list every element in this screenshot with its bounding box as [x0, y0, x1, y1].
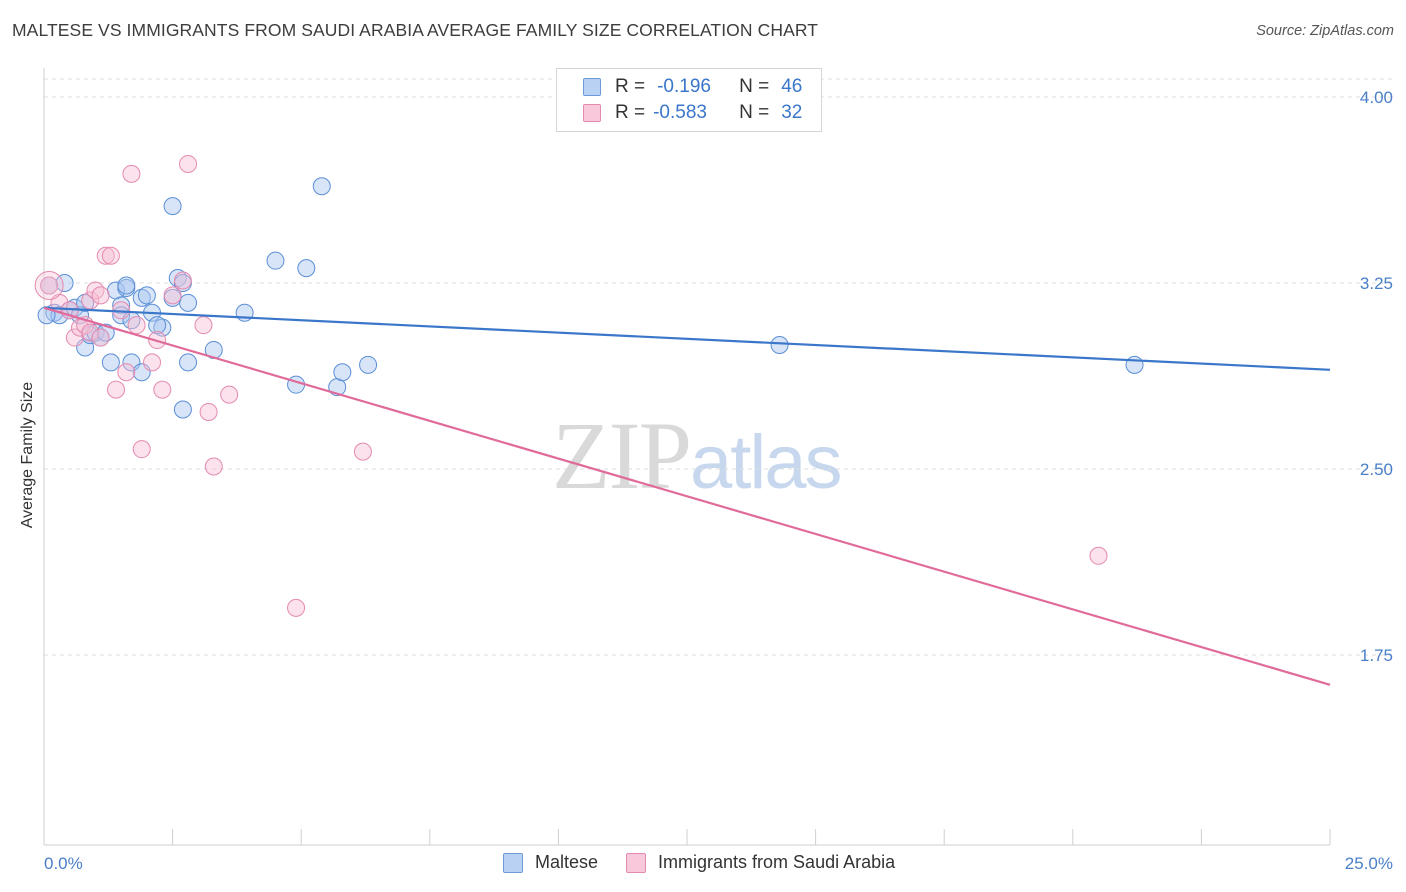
legend-r-key: R = — [615, 102, 646, 123]
maltese-point — [76, 293, 95, 312]
maltese-point — [117, 276, 136, 295]
saudi-point — [101, 246, 120, 265]
saudi-point — [179, 154, 198, 173]
saudi-point — [287, 598, 306, 617]
x-tick-label: 0.0% — [44, 854, 83, 873]
maltese-point — [137, 286, 156, 305]
legend-n-key: N = — [739, 102, 770, 123]
maltese-point — [179, 293, 198, 312]
saudi-point — [353, 442, 372, 461]
saudi-point — [1089, 546, 1108, 565]
axes — [43, 68, 1331, 846]
maltese-point — [179, 353, 198, 372]
saudi-point — [122, 164, 141, 183]
maltese-point — [359, 355, 378, 374]
saudi-point — [153, 380, 172, 399]
y-tick-label: 2.50 — [1360, 460, 1393, 479]
tick-labels: 4.00 3.25 2.50 1.75 0.0% 25.0% — [44, 88, 1393, 873]
series-legend: Maltese Immigrants from Saudi Arabia — [503, 852, 923, 873]
maltese-point — [96, 323, 115, 342]
maltese-point — [55, 274, 74, 292]
saudi-point — [173, 271, 192, 290]
saudi-point — [163, 286, 182, 305]
saudi-point — [86, 281, 105, 300]
maltese-point — [312, 177, 331, 196]
maltese-point — [297, 259, 316, 278]
watermark-atlas: atlas — [690, 420, 843, 505]
maltese-point — [266, 251, 285, 270]
legend-row-maltese: R = -0.196 N = 46 — [583, 75, 802, 99]
legend-r-key: R = — [615, 76, 646, 97]
saudi-point — [143, 353, 162, 372]
legend-n-key: N = — [739, 76, 770, 97]
saudi-point — [204, 457, 223, 476]
maltese-point — [168, 269, 187, 288]
saudi-point — [91, 286, 110, 305]
saudi-point — [127, 316, 146, 335]
maltese-point — [173, 400, 192, 419]
saudi-point — [194, 316, 213, 335]
maltese-point — [101, 353, 120, 372]
legend-n-value: 46 — [781, 76, 803, 97]
legend-swatch-saudi — [583, 104, 601, 122]
correlation-legend: R = -0.196 N = 46 R = -0.583 N = 32 — [556, 68, 822, 132]
saudi-point — [91, 328, 110, 347]
saudi-point — [81, 323, 100, 342]
legend-swatch-maltese — [583, 78, 601, 96]
x-tick-label: 25.0% — [1345, 854, 1393, 873]
trend-lines — [43, 306, 1331, 686]
y-tick-label: 3.25 — [1360, 274, 1393, 293]
maltese-point — [163, 197, 182, 216]
y-tick-label: 4.00 — [1360, 88, 1393, 107]
saudi-point — [220, 385, 239, 404]
saudi-point — [199, 402, 218, 421]
legend-r-value: -0.583 — [653, 102, 707, 123]
saudi-point — [117, 363, 136, 382]
maltese-point — [37, 306, 56, 325]
maltese-point — [770, 336, 789, 354]
maltese-point — [287, 375, 306, 394]
maltese-trend-line — [43, 306, 1331, 371]
series-swatch-maltese — [503, 852, 523, 873]
chart-title: MALTESE VS IMMIGRANTS FROM SAUDI ARABIA … — [12, 20, 819, 40]
maltese-point — [333, 363, 352, 382]
saudi-point — [107, 380, 126, 399]
series-swatch-saudi — [626, 852, 647, 873]
source-label: Source: ZipAtlas.com — [1256, 23, 1394, 39]
maltese-point — [112, 296, 131, 315]
saudi-point — [96, 246, 115, 265]
saudi-point — [132, 440, 151, 459]
series-label-maltese: Maltese — [535, 852, 599, 872]
maltese-point — [1125, 355, 1144, 374]
legend-n-value: 32 — [781, 102, 803, 123]
saudi-point — [81, 291, 100, 310]
saudi-point — [34, 270, 64, 300]
maltese-point — [132, 288, 151, 307]
legend-r-value: -0.196 — [657, 76, 711, 97]
saudi-point — [40, 276, 59, 295]
y-tick-label: 1.75 — [1360, 646, 1393, 665]
series-label-saudi: Immigrants from Saudi Arabia — [658, 852, 896, 872]
series-legend-saudi[interactable]: Immigrants from Saudi Arabia — [626, 852, 895, 873]
legend-row-saudi: R = -0.583 N = 32 — [583, 101, 802, 125]
data-points — [34, 154, 1144, 617]
saudi-trend-line — [43, 306, 1331, 686]
maltese-point — [148, 316, 167, 335]
series-legend-maltese[interactable]: Maltese — [503, 852, 598, 873]
